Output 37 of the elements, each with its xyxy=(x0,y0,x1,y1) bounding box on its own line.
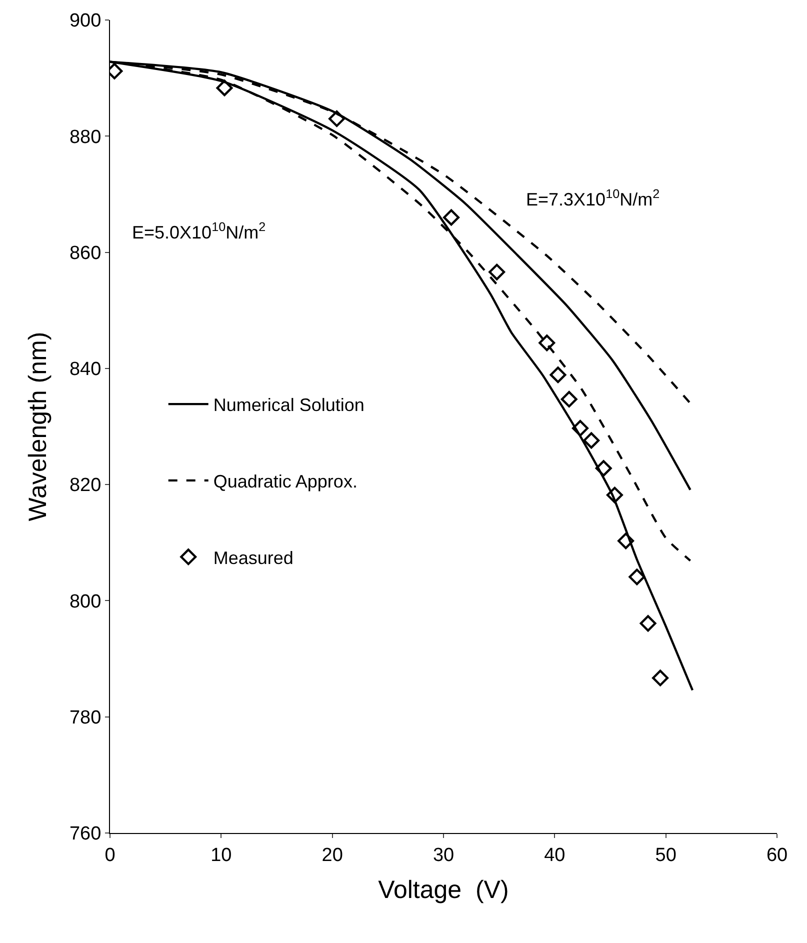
y-tick-label: 840 xyxy=(69,359,102,380)
point xyxy=(572,420,588,436)
point xyxy=(618,532,634,550)
x-tick-label: 20 xyxy=(322,844,343,866)
point xyxy=(216,80,233,96)
legend-label: Measured xyxy=(213,548,294,568)
point xyxy=(606,486,623,504)
x-tick-label: 10 xyxy=(210,844,232,866)
x-tick-label: 60 xyxy=(766,844,788,866)
x-tick-label: 50 xyxy=(655,844,676,866)
y-tick-label: 880 xyxy=(69,126,102,148)
annotation: E=5.0X10$^{10}$N/m$^{2}$ xyxy=(132,220,266,243)
point xyxy=(583,432,600,449)
x-tick-label: 30 xyxy=(432,844,454,866)
point xyxy=(488,264,506,280)
point xyxy=(595,460,612,477)
y-axis-title: Wavelength (nm) xyxy=(24,332,52,522)
x-tick-label: 0 xyxy=(104,844,116,866)
point xyxy=(550,366,566,384)
y-tick-label: 860 xyxy=(69,242,102,264)
y-tick-label: 820 xyxy=(69,475,102,496)
x-tick-label: 40 xyxy=(544,844,566,866)
point xyxy=(652,670,669,686)
legend-label: Numerical Solution xyxy=(213,395,364,416)
legend-label: Quadratic Approx. xyxy=(213,471,358,492)
point xyxy=(328,110,346,127)
y-tick-label: 900 xyxy=(69,10,102,32)
point xyxy=(538,334,556,352)
y-tick-label: 800 xyxy=(69,591,102,612)
x-axis-title: Voltage (V) xyxy=(378,876,509,904)
point xyxy=(628,568,646,586)
y-tick-label: 760 xyxy=(69,824,102,845)
point xyxy=(443,209,460,226)
point xyxy=(560,390,578,408)
point xyxy=(640,615,656,632)
y-tick-label: 780 xyxy=(69,708,102,729)
annotation: E=7.3X10$^{10}$N/m$^{2}$ xyxy=(526,187,660,210)
